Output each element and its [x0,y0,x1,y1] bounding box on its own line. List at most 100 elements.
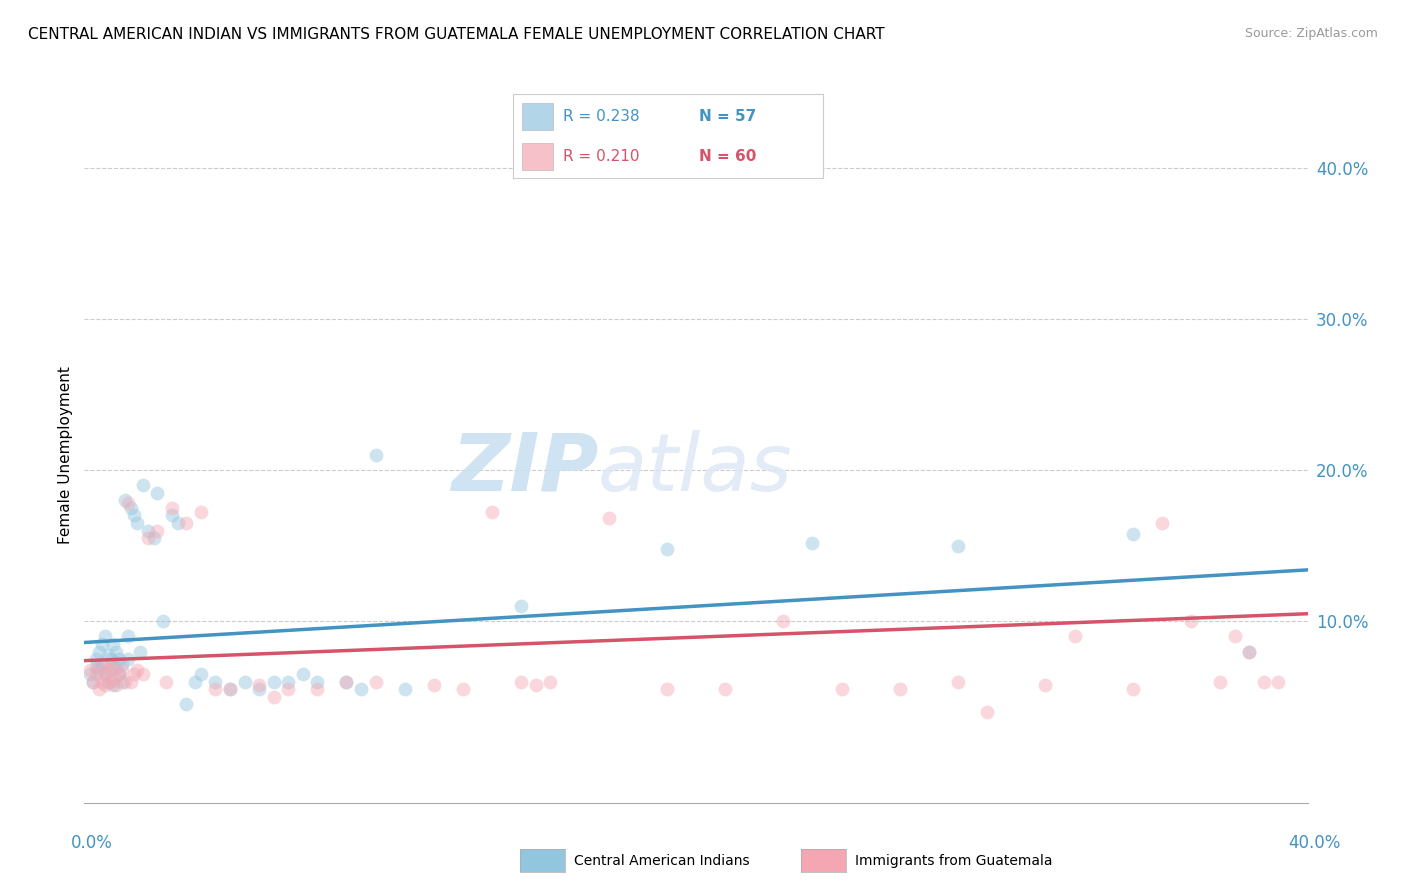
Point [103,678,125,692]
Point [1122,682,1144,697]
Point [263,690,285,704]
Point [87,682,110,697]
Point [90,657,112,671]
Point [131,478,153,492]
Point [247,678,270,692]
Point [233,674,256,689]
Point [138,524,160,538]
Point [87,659,110,673]
Point [277,682,299,697]
Point [143,531,166,545]
Point [510,599,533,614]
Point [423,678,446,692]
Point [114,493,136,508]
Point [128,644,150,658]
Point [105,659,128,673]
Point [335,674,357,689]
Point [117,652,139,666]
Point [1150,516,1173,530]
Point [190,667,212,681]
Point [93,667,115,681]
Point [307,674,329,689]
Y-axis label: Female Unemployment: Female Unemployment [58,366,73,544]
Text: N = 57: N = 57 [699,109,756,124]
Point [97,657,120,671]
Point [277,674,299,689]
Point [103,637,125,651]
Text: atlas: atlas [598,430,793,508]
Point [946,539,969,553]
Point [131,667,153,681]
Point [120,500,142,515]
Point [174,698,197,712]
Text: CENTRAL AMERICAN INDIAN VS IMMIGRANTS FROM GUATEMALA FEMALE UNEMPLOYMENT CORRELA: CENTRAL AMERICAN INDIAN VS IMMIGRANTS FR… [28,27,884,42]
Point [111,674,134,689]
Point [120,674,142,689]
Point [108,667,131,681]
Point [84,652,107,666]
Point [247,682,270,697]
Text: N = 60: N = 60 [699,149,756,164]
Point [103,672,125,686]
Point [100,674,122,689]
Point [93,629,115,643]
Point [1239,644,1261,658]
Point [125,663,148,677]
Point [103,659,125,673]
Text: ZIP: ZIP [451,430,598,508]
Point [174,516,197,530]
Point [100,663,122,677]
Point [598,511,620,525]
Point [184,674,207,689]
Text: R = 0.238: R = 0.238 [562,109,640,124]
Point [97,663,120,677]
Point [97,648,120,662]
Point [510,674,533,689]
Point [84,667,107,681]
Point [976,705,998,719]
Point [655,541,678,556]
Point [114,674,136,689]
Point [108,667,131,681]
Point [160,508,183,523]
Point [307,682,329,697]
Point [1035,678,1057,692]
Point [166,516,188,530]
Point [79,663,101,677]
Point [90,637,112,651]
Point [190,505,212,519]
Point [350,682,373,697]
Text: Central American Indians: Central American Indians [574,854,749,868]
Point [714,682,737,697]
Point [87,644,110,658]
Point [90,674,112,689]
Point [138,531,160,545]
Bar [523,143,554,169]
Point [219,682,242,697]
Point [97,674,120,689]
Point [105,678,128,692]
Point [93,678,115,692]
Point [111,663,134,677]
Point [82,674,104,689]
Point [1063,629,1085,643]
Point [263,674,285,689]
Point [87,663,110,677]
Point [889,682,911,697]
Point [1253,674,1275,689]
Point [204,682,226,697]
Text: Immigrants from Guatemala: Immigrants from Guatemala [855,854,1052,868]
Point [146,485,169,500]
Point [1239,644,1261,658]
Point [155,674,177,689]
Text: R = 0.210: R = 0.210 [562,149,640,164]
Point [1267,674,1289,689]
Text: Source: ZipAtlas.com: Source: ZipAtlas.com [1244,27,1378,40]
Point [946,674,969,689]
Point [84,659,107,673]
Point [1180,615,1202,629]
Point [394,682,416,697]
Point [538,674,561,689]
Point [481,505,503,519]
Point [108,652,131,666]
